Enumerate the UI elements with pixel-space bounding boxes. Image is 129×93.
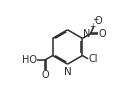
Text: HO: HO <box>22 55 37 65</box>
Text: O: O <box>94 16 102 26</box>
Text: N: N <box>83 29 90 39</box>
Text: N: N <box>64 67 71 77</box>
Text: +: + <box>89 22 95 31</box>
Text: O: O <box>99 29 106 39</box>
Text: O: O <box>41 70 49 80</box>
Text: −: − <box>92 15 99 24</box>
Text: Cl: Cl <box>88 54 98 64</box>
